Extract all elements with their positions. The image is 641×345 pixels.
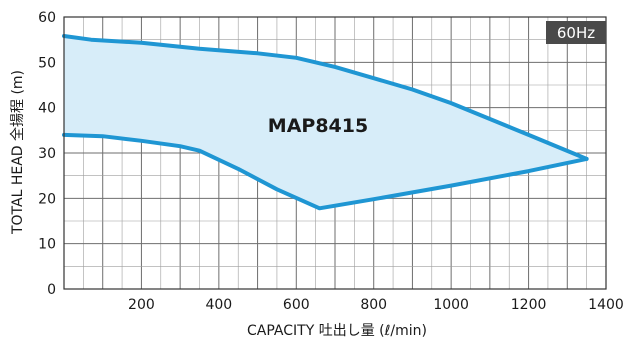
y-tick-label: 50 <box>38 55 56 71</box>
y-tick-label: 0 <box>47 282 56 298</box>
frequency-badge-text: 60Hz <box>557 24 595 42</box>
x-tick-labels: 200 400 600 800 1000 1200 1400 <box>128 297 624 313</box>
frequency-badge: 60Hz <box>546 21 606 44</box>
lower-curve-line <box>62 132 589 211</box>
y-tick-label: 20 <box>38 191 56 207</box>
x-tick-label: 1000 <box>433 297 469 313</box>
x-tick-label: 1200 <box>511 297 547 313</box>
x-tick-label: 600 <box>283 297 310 313</box>
frequency-badge-background <box>546 21 606 44</box>
x-tick-label: 200 <box>128 297 155 313</box>
x-axis-title: CAPACITY 吐出し量 (ℓ/min) <box>247 323 427 339</box>
upper-curve-line <box>62 34 589 161</box>
x-tick-label: 1400 <box>588 297 624 313</box>
y-tick-label: 10 <box>38 237 56 253</box>
operating-range-area <box>64 36 587 209</box>
x-tick-label: 800 <box>360 297 387 313</box>
series-label: MAP8415 <box>268 115 368 137</box>
y-tick-label: 60 <box>38 10 56 26</box>
y-tick-labels: 0 10 20 30 40 50 60 <box>38 10 56 298</box>
plot-frame <box>63 16 607 290</box>
y-tick-label: 40 <box>38 101 56 117</box>
x-tick-label: 400 <box>205 297 232 313</box>
y-axis-title: TOTAL HEAD 全揚程 (m) <box>9 70 26 235</box>
y-tick-label: 30 <box>38 146 56 162</box>
